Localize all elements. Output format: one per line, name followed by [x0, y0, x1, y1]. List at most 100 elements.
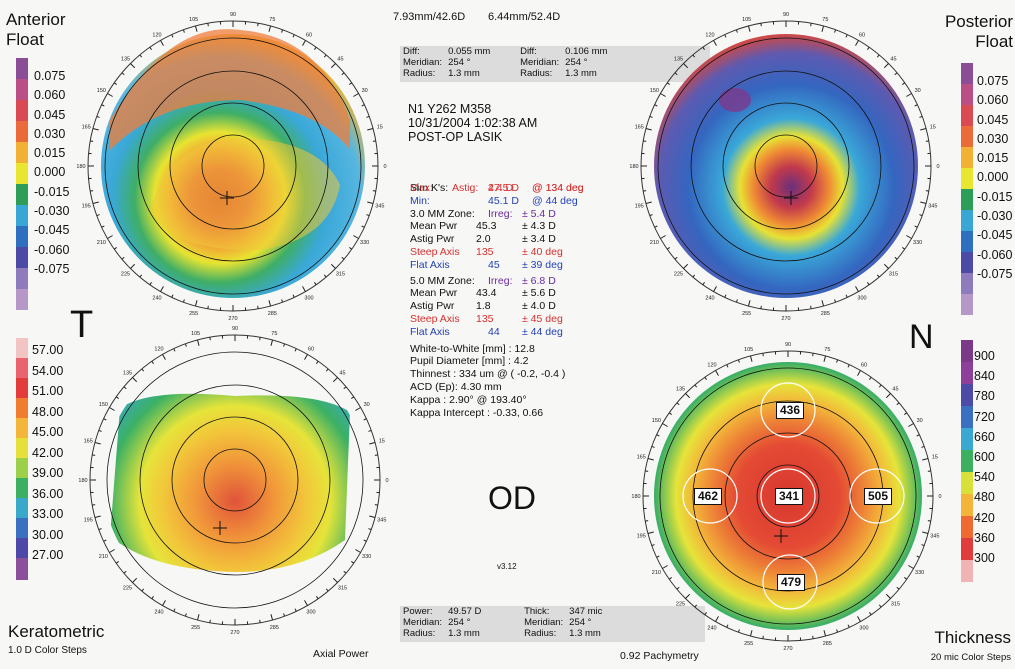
ring-tick	[810, 23, 812, 27]
ring-tick	[115, 396, 119, 399]
ring-tick	[643, 140, 647, 142]
ring-tick	[735, 29, 738, 33]
axis-degree-label: 15	[377, 125, 383, 131]
ring-tick	[878, 604, 882, 608]
axis-degree-label: 255	[742, 311, 751, 317]
ring-tick	[760, 305, 762, 309]
ring-tick	[294, 608, 297, 612]
ring-tick	[149, 282, 152, 286]
ring-tick	[847, 364, 850, 368]
axis-degree-label: 255	[191, 625, 200, 631]
axis-degree-label: 255	[189, 311, 198, 317]
ring-tick	[683, 63, 689, 69]
curvature-readout-2: 6.44mm/52.4D	[488, 11, 561, 23]
axis-degree-label: 195	[635, 203, 644, 209]
ring-tick	[366, 115, 370, 118]
axis-degree-label: 60	[861, 362, 867, 368]
ring-tick	[894, 72, 898, 76]
ring-tick	[760, 23, 762, 27]
axis-degree-label: 195	[637, 533, 646, 539]
thickness-scale-labels: 900 840 780 720 660 600 540 480 420 360 300	[974, 349, 995, 566]
ring-tick	[374, 454, 378, 456]
ring-tick	[343, 570, 347, 574]
ring-tick	[103, 539, 107, 542]
axis-degree-label: 15	[379, 439, 385, 445]
axis-degree-label: 225	[123, 585, 132, 591]
axis-degree-label: 300	[306, 610, 315, 616]
axis-degree-label: 330	[360, 240, 369, 246]
ring-tick	[369, 441, 376, 445]
ring-tick	[353, 93, 359, 97]
ring-tick	[683, 263, 689, 269]
ring-tick	[92, 504, 96, 506]
ring-tick	[676, 586, 680, 590]
anterior-float-scale	[16, 58, 28, 310]
axis-degree-label: 135	[674, 57, 683, 63]
pachy-value-bottom: 479	[777, 574, 806, 591]
ring-tick	[857, 616, 861, 622]
axis-degree-label: 150	[99, 402, 108, 408]
ring-tick	[812, 353, 814, 357]
axis-degree-label: 120	[707, 362, 716, 368]
axis-degree-label: 300	[859, 626, 868, 632]
ring-tick	[904, 412, 908, 415]
ring-tick	[101, 104, 105, 107]
ring-tick	[762, 353, 764, 357]
axis-degree-label: 150	[652, 418, 661, 424]
ring-tick	[836, 629, 839, 633]
ring-tick	[353, 235, 359, 239]
ring-tick	[141, 368, 145, 372]
ring-tick	[922, 457, 929, 461]
ring-tick	[823, 630, 827, 637]
ring-tick	[94, 515, 101, 519]
axis-degree-label: 75	[824, 347, 830, 353]
axis-degree-label: 0	[383, 164, 386, 170]
ring-tick	[92, 454, 96, 456]
axis-degree-label: 90	[783, 12, 789, 18]
ring-tick	[694, 384, 698, 388]
ring-tick	[823, 355, 827, 362]
ring-tick	[914, 225, 918, 228]
axis-degree-label: 225	[676, 601, 685, 607]
ring-tick	[821, 25, 825, 32]
axis-degree-label: 0	[936, 164, 939, 170]
ring-tick	[349, 82, 353, 85]
ring-tick	[355, 407, 361, 411]
axis-degree-label: 285	[270, 625, 279, 631]
ring-tick	[281, 299, 284, 303]
ring-tick	[355, 549, 361, 553]
ring-tick	[367, 201, 374, 205]
ring-tick	[685, 393, 691, 399]
axis-degree-label: 105	[191, 331, 200, 337]
ring-tick	[737, 629, 740, 633]
ring-tick	[747, 25, 751, 32]
ring-tick	[916, 434, 920, 437]
axis-degree-label: 120	[154, 346, 163, 352]
anterior-float-title: Anterior Float	[6, 10, 66, 49]
ring-tick	[96, 115, 100, 118]
ring-tick	[902, 247, 906, 250]
ring-tick	[316, 360, 319, 364]
axis-degree-label: 15	[932, 455, 938, 461]
ring-tick	[259, 337, 261, 341]
ring-tick	[922, 531, 929, 535]
ring-tick	[374, 504, 378, 506]
patient-info: N1 Y262 M358 10/31/2004 1:02:38 AM POST-…	[408, 102, 538, 144]
pachy-value-top: 436	[776, 402, 805, 419]
ring-tick	[173, 608, 176, 612]
ring-tick	[270, 614, 274, 621]
ring-tick	[330, 263, 336, 269]
ring-tick	[283, 343, 286, 347]
ring-tick	[885, 393, 891, 399]
ring-tick	[343, 386, 347, 390]
ring-tick	[363, 539, 367, 542]
ring-tick	[132, 577, 138, 583]
axis-degree-label: 15	[930, 125, 936, 131]
ring-tick	[845, 294, 848, 298]
axis-degree-label: 210	[99, 554, 108, 560]
axis-degree-label: 285	[268, 311, 277, 317]
axis-degree-label: 105	[744, 347, 753, 353]
ring-tick	[268, 25, 272, 32]
ring-tick	[316, 596, 319, 600]
